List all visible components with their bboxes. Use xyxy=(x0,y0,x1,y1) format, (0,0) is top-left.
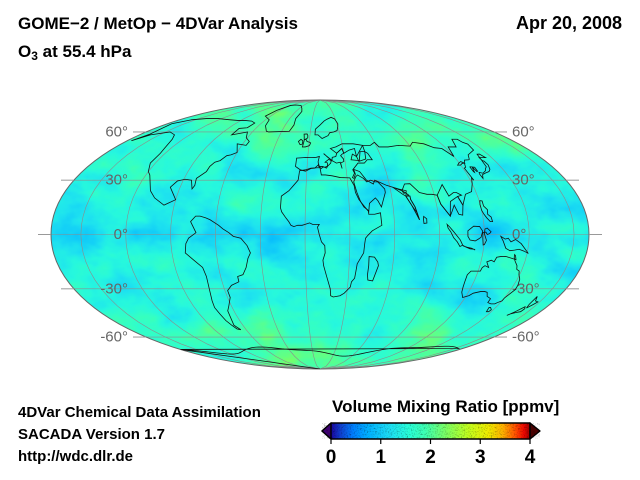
svg-text:-60°: -60° xyxy=(100,329,128,346)
svg-text:4: 4 xyxy=(525,447,536,468)
svg-text:0: 0 xyxy=(326,447,337,468)
svg-text:60°: 60° xyxy=(105,124,128,141)
svg-text:60°: 60° xyxy=(512,124,535,141)
svg-text:-30°: -30° xyxy=(100,280,128,297)
svg-text:30°: 30° xyxy=(512,172,535,189)
svg-text:1: 1 xyxy=(375,447,386,468)
svg-text:30°: 30° xyxy=(105,172,128,189)
svg-text:-60°: -60° xyxy=(512,329,540,346)
svg-text:3: 3 xyxy=(475,447,486,468)
svg-text:0°: 0° xyxy=(114,226,128,243)
svg-text:2: 2 xyxy=(425,447,436,468)
